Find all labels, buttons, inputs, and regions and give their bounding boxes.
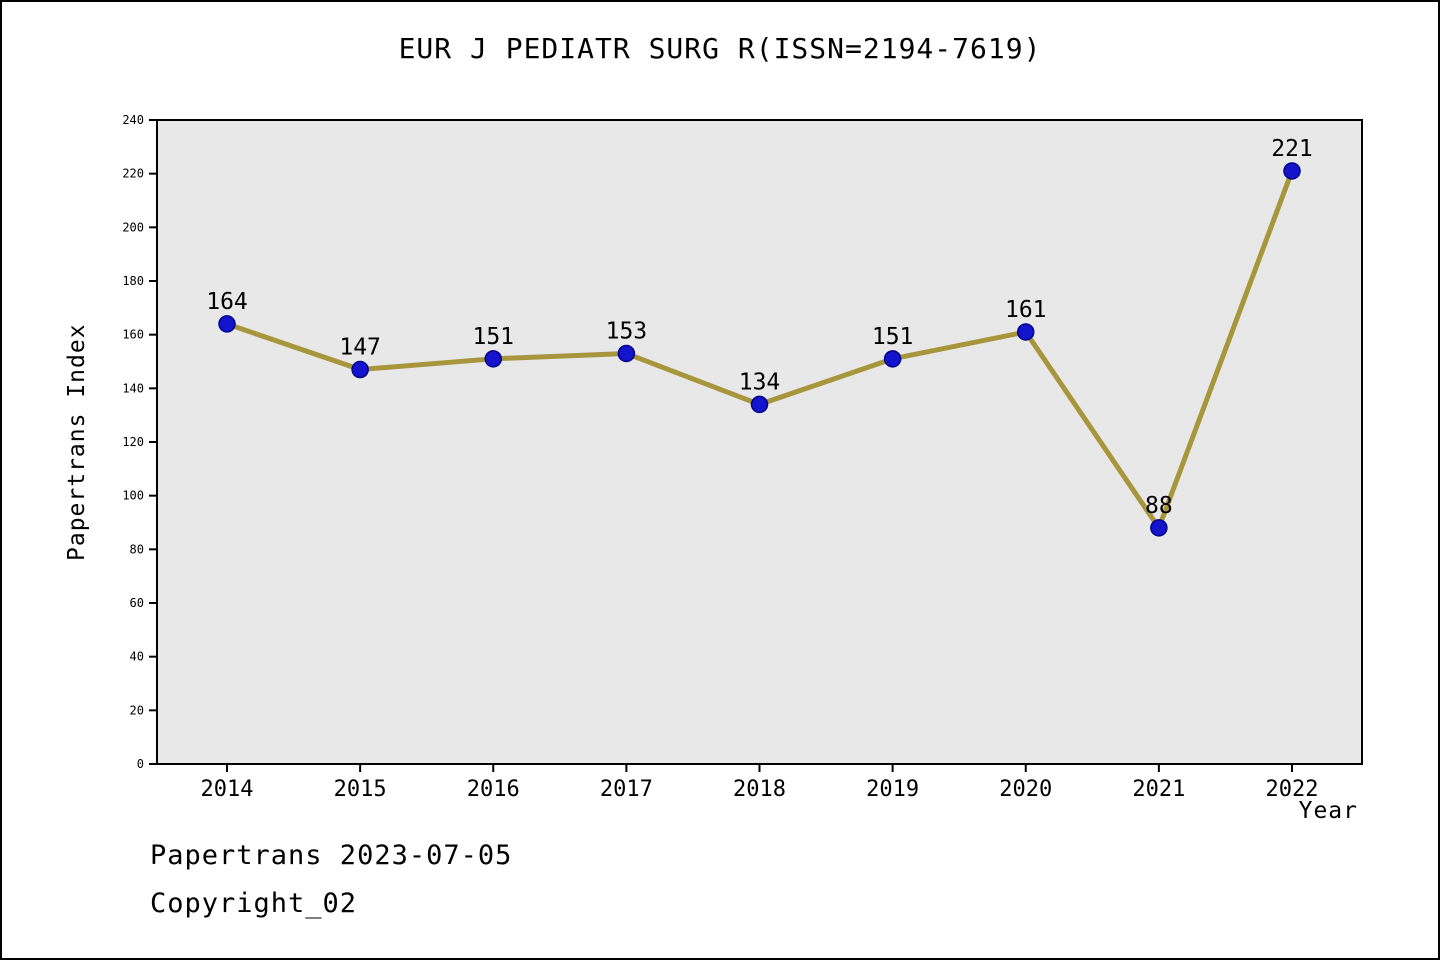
data-point-label: 161 [1005, 297, 1047, 323]
chart-title: EUR J PEDIATR SURG R(ISSN=2194-7619) [398, 32, 1042, 65]
data-point [883, 350, 902, 368]
x-tick-label: 2019 [866, 777, 919, 802]
x-tick-label: 2016 [467, 777, 520, 802]
footer-copyright: Copyright_02 [150, 888, 358, 919]
data-point [617, 344, 636, 363]
x-tick-label: 2020 [999, 777, 1052, 802]
x-tick-label: 2017 [600, 777, 653, 802]
y-tick-label: 160 [122, 328, 144, 342]
y-tick-label: 80 [130, 542, 144, 556]
x-tick-label: 2014 [201, 777, 254, 802]
y-tick-label: 100 [122, 489, 144, 503]
data-point [484, 350, 502, 368]
x-tick-label: 2018 [733, 777, 786, 802]
data-point-label: 147 [339, 335, 381, 361]
y-tick-label: 60 [130, 596, 144, 610]
y-tick-label: 180 [122, 274, 144, 288]
data-point-label: 221 [1271, 136, 1313, 162]
data-point [1283, 162, 1301, 180]
data-point-label: 151 [872, 324, 914, 350]
y-tick-label: 140 [122, 381, 144, 395]
x-tick-label: 2022 [1266, 777, 1319, 802]
y-axis-label: Papertrans Index [64, 323, 90, 561]
data-point [1017, 323, 1035, 341]
x-tick-label: 2015 [334, 777, 387, 802]
data-point-label: 153 [606, 318, 648, 344]
x-axis-label: Year [1298, 798, 1358, 824]
plot-area [156, 119, 1363, 765]
data-point-label: 151 [472, 324, 514, 350]
y-tick-label: 0 [137, 757, 144, 771]
data-point-label: 134 [739, 369, 781, 395]
y-tick-label: 200 [122, 220, 144, 234]
y-tick-label: 120 [122, 435, 144, 449]
data-point-label: 88 [1145, 493, 1173, 519]
footer-date: Papertrans 2023-07-05 [150, 840, 513, 871]
data-point [1150, 519, 1168, 537]
data-point [351, 360, 369, 379]
y-tick-label: 220 [122, 167, 144, 181]
y-tick-label: 240 [122, 113, 144, 127]
data-point [750, 395, 769, 414]
y-tick-label: 20 [130, 703, 144, 717]
data-point [218, 315, 236, 333]
y-tick-label: 40 [130, 650, 144, 664]
x-tick-label: 2021 [1132, 777, 1185, 802]
data-point-label: 164 [206, 289, 248, 315]
